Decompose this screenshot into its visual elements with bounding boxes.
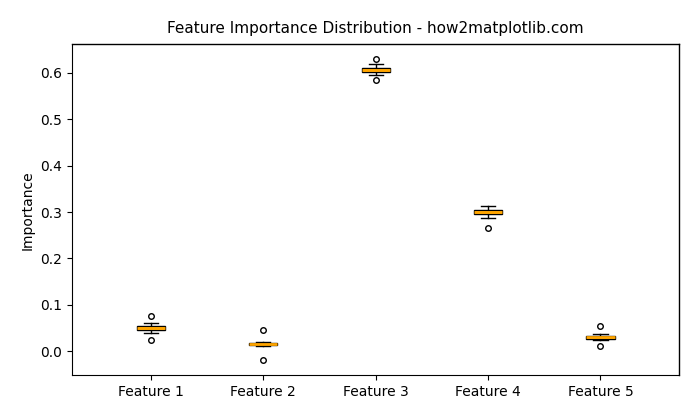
PathPatch shape xyxy=(362,68,390,72)
PathPatch shape xyxy=(136,326,165,330)
PathPatch shape xyxy=(249,343,277,345)
PathPatch shape xyxy=(587,336,615,339)
Title: Feature Importance Distribution - how2matplotlib.com: Feature Importance Distribution - how2ma… xyxy=(167,21,584,36)
PathPatch shape xyxy=(474,210,502,214)
Y-axis label: Importance: Importance xyxy=(21,170,35,249)
